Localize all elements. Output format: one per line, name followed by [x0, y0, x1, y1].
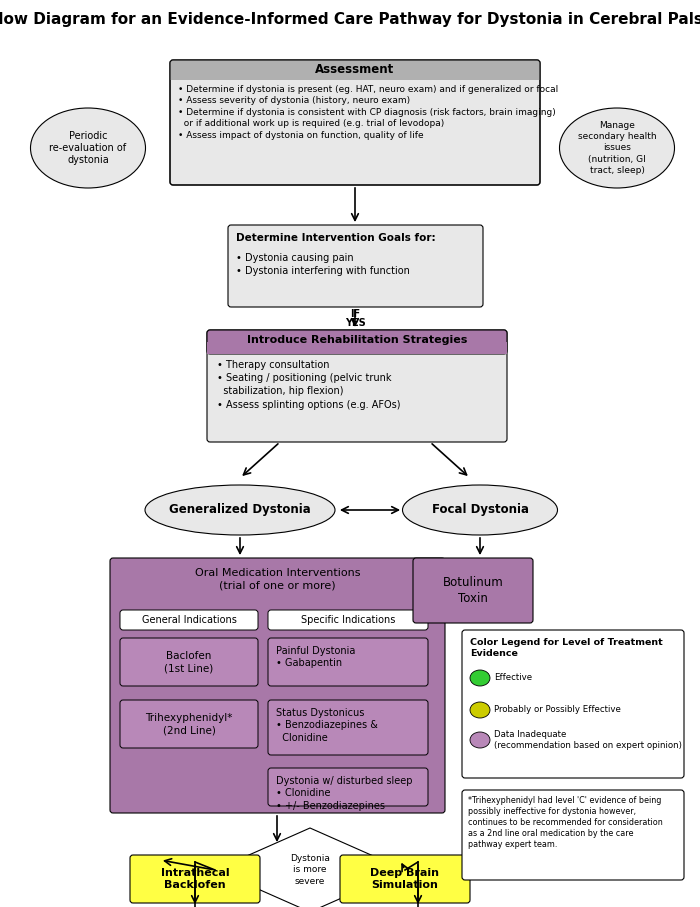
Ellipse shape: [559, 108, 675, 188]
FancyBboxPatch shape: [268, 638, 428, 686]
FancyBboxPatch shape: [268, 768, 428, 806]
Text: YES: YES: [344, 318, 365, 328]
FancyBboxPatch shape: [228, 225, 483, 307]
Text: IF: IF: [350, 309, 360, 319]
Text: Baclofen
(1st Line): Baclofen (1st Line): [164, 651, 214, 673]
FancyBboxPatch shape: [340, 855, 470, 903]
Text: Focal Dystonia: Focal Dystonia: [431, 503, 528, 516]
FancyBboxPatch shape: [110, 558, 445, 813]
FancyBboxPatch shape: [413, 558, 533, 623]
Text: Periodic
re-evaluation of
dystonia: Periodic re-evaluation of dystonia: [50, 131, 127, 165]
Ellipse shape: [31, 108, 146, 188]
Text: Deep Brain
Simulation: Deep Brain Simulation: [370, 868, 440, 890]
FancyBboxPatch shape: [462, 630, 684, 778]
Ellipse shape: [470, 702, 490, 718]
Text: • Therapy consultation
• Seating / positioning (pelvic trunk
  stabilization, hi: • Therapy consultation • Seating / posit…: [217, 360, 400, 410]
Text: Generalized Dystonia: Generalized Dystonia: [169, 503, 311, 516]
Text: Dystonia
is more
severe: Dystonia is more severe: [290, 854, 330, 885]
Ellipse shape: [470, 732, 490, 748]
Text: Oral Medication Interventions
(trial of one or more): Oral Medication Interventions (trial of …: [195, 568, 360, 590]
Text: Color Legend for Level of Treatment
Evidence: Color Legend for Level of Treatment Evid…: [470, 638, 663, 658]
Polygon shape: [215, 828, 405, 907]
Text: Botulinum
Toxin: Botulinum Toxin: [442, 576, 503, 605]
FancyBboxPatch shape: [120, 638, 258, 686]
Text: Flow Diagram for an Evidence-Informed Care Pathway for Dystonia in Cerebral Pals: Flow Diagram for an Evidence-Informed Ca…: [0, 12, 700, 27]
Text: Determine Intervention Goals for:: Determine Intervention Goals for:: [236, 233, 435, 243]
Ellipse shape: [470, 670, 490, 686]
Text: Intrathecal
Backlofen: Intrathecal Backlofen: [161, 868, 230, 890]
Ellipse shape: [402, 485, 557, 535]
Text: Painful Dystonia
• Gabapentin: Painful Dystonia • Gabapentin: [276, 646, 356, 668]
Text: Data Inadequate
(recommendation based on expert opinion): Data Inadequate (recommendation based on…: [494, 730, 682, 750]
FancyBboxPatch shape: [268, 610, 428, 630]
Text: Status Dystonicus
• Benzodiazepines &
  Clonidine: Status Dystonicus • Benzodiazepines & Cl…: [276, 708, 378, 743]
Text: Introduce Rehabilitation Strategies: Introduce Rehabilitation Strategies: [247, 335, 467, 345]
Text: *Trihexyphenidyl had level 'C' evidence of being
possibly ineffective for dyston: *Trihexyphenidyl had level 'C' evidence …: [468, 796, 663, 849]
FancyBboxPatch shape: [207, 330, 507, 442]
Bar: [170, 60, 540, 80]
FancyBboxPatch shape: [130, 855, 260, 903]
Text: Dystonia w/ disturbed sleep
• Clonidine
• +/- Benzodiazepines: Dystonia w/ disturbed sleep • Clonidine …: [276, 776, 412, 811]
Ellipse shape: [145, 485, 335, 535]
Text: General Indications: General Indications: [141, 615, 237, 625]
Text: Specific Indications: Specific Indications: [301, 615, 396, 625]
FancyBboxPatch shape: [268, 700, 428, 755]
Text: Probably or Possibly Effective: Probably or Possibly Effective: [494, 706, 621, 715]
Text: • Determine if dystonia is present (eg. HAT, neuro exam) and if generalized or f: • Determine if dystonia is present (eg. …: [178, 85, 559, 140]
FancyBboxPatch shape: [120, 610, 258, 630]
Text: Manage
secondary health
issues
(nutrition, GI
tract, sleep): Manage secondary health issues (nutritio…: [578, 122, 657, 175]
Text: Assessment: Assessment: [316, 63, 395, 76]
Text: • Dystonia causing pain
• Dystonia interfering with function: • Dystonia causing pain • Dystonia inter…: [236, 253, 410, 277]
Text: Effective: Effective: [494, 674, 532, 682]
FancyBboxPatch shape: [120, 700, 258, 748]
Bar: [207, 342, 507, 354]
FancyBboxPatch shape: [207, 330, 507, 354]
FancyBboxPatch shape: [462, 790, 684, 880]
Text: Trihexyphenidyl*
(2nd Line): Trihexyphenidyl* (2nd Line): [146, 713, 232, 736]
FancyBboxPatch shape: [170, 60, 540, 185]
